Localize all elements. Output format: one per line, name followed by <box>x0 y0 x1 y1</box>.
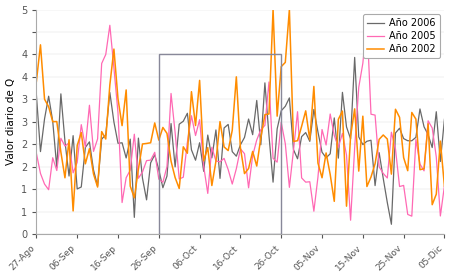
Año 2002 <box>328 173 333 176</box>
Año 2005 <box>348 219 353 222</box>
Año 2005 <box>221 157 227 160</box>
Line: Año 2002: Año 2002 <box>36 9 445 211</box>
Año 2006 <box>136 136 141 140</box>
Año 2006 <box>221 126 227 130</box>
Año 2006 <box>442 118 447 121</box>
Año 2002 <box>442 185 447 188</box>
Año 2002 <box>348 135 353 138</box>
Año 2005 <box>320 128 325 131</box>
Año 2006 <box>352 56 357 59</box>
Año 2002 <box>270 8 276 11</box>
Bar <box>159 54 281 234</box>
Año 2005 <box>62 144 68 148</box>
Legend: Año 2006, Año 2005, Año 2002: Año 2006, Año 2005, Año 2002 <box>363 14 440 58</box>
Año 2006 <box>34 93 39 96</box>
Line: Año 2005: Año 2005 <box>36 21 445 220</box>
Año 2005 <box>279 121 284 124</box>
Y-axis label: Valor diario de Q: Valor diario de Q <box>5 78 16 165</box>
Año 2002 <box>225 149 231 152</box>
Año 2005 <box>34 152 39 155</box>
Año 2006 <box>389 223 394 226</box>
Año 2002 <box>70 209 76 213</box>
Año 2006 <box>279 109 284 112</box>
Año 2002 <box>287 8 292 11</box>
Año 2006 <box>62 140 68 143</box>
Line: Año 2006: Año 2006 <box>36 58 445 224</box>
Año 2002 <box>62 176 68 180</box>
Año 2005 <box>442 184 447 187</box>
Año 2002 <box>34 80 39 83</box>
Año 2005 <box>364 19 369 22</box>
Año 2005 <box>136 177 141 180</box>
Año 2002 <box>140 142 145 146</box>
Año 2005 <box>340 132 345 135</box>
Año 2006 <box>320 151 325 154</box>
Año 2006 <box>340 91 345 94</box>
